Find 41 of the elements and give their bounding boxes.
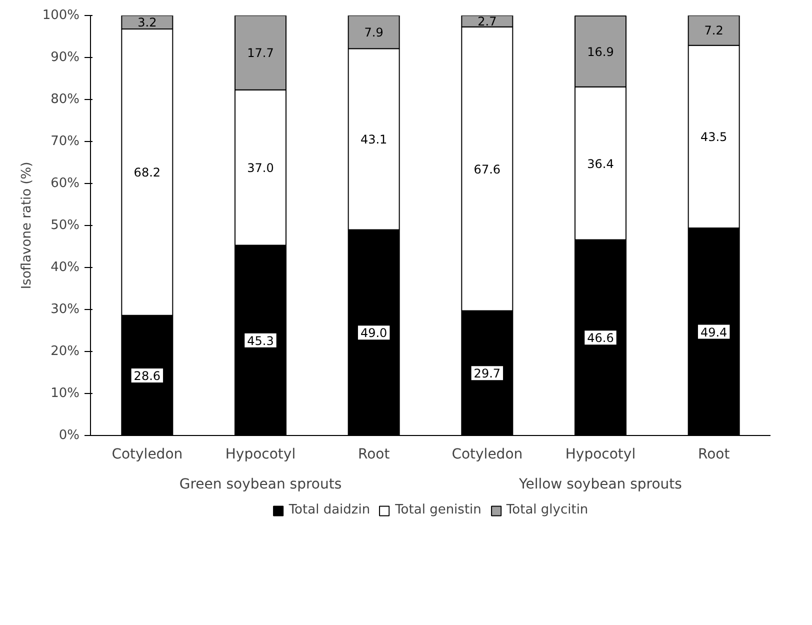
y-tick-label: 60% [50,176,80,191]
text: Yellow soybean sprouts [518,476,682,492]
y-tick-label: 90% [50,50,80,65]
y-tick-label: 10% [50,386,80,401]
x-tick-label: Root [698,446,730,462]
x-tick-label: Root [358,446,390,462]
legend-label: Total glycitin [506,502,588,518]
data-label: 17.7 [247,46,274,60]
data-label: 43.1 [360,132,388,147]
x-tick-label: Cotyledon [452,446,523,462]
x-tick-label: Cotyledon [112,446,183,462]
data-label: 43.5 [700,130,728,144]
data-label: 3.2 [138,16,157,30]
data-label: 49.4 [700,325,728,340]
y-tick-label: 70% [50,134,80,149]
data-label: 68.2 [134,166,161,180]
y-tick-label: 50% [50,218,80,233]
y-tick-label: 40% [50,260,80,275]
data-label: 37.0 [247,161,274,176]
data-label: 36.4 [587,156,614,171]
text: Green soybean sprouts [179,476,342,492]
y-tick-label: 20% [50,344,80,359]
data-label: 67.6 [474,162,501,176]
data-label: 16.9 [587,44,614,59]
y-tick-label: 30% [50,302,80,317]
data-label: 7.2 [704,24,724,38]
data-label: 2.7 [478,14,497,29]
data-label: 7.9 [364,26,384,40]
y-tick-label: 80% [50,92,80,107]
y-axis-title: Isoflavone ratio (%) [19,162,34,290]
data-label: 29.7 [474,366,501,381]
data-label: 28.6 [134,368,161,383]
legend-label: Total genistin [395,502,482,518]
data-label: 49.0 [360,326,388,340]
data-label: 45.3 [247,334,274,348]
x-tick-label: Hypocotyl [565,446,636,462]
y-tick-label: 100% [42,8,80,23]
data-label: 46.6 [587,331,614,346]
x-tick-label: Hypocotyl [225,446,296,462]
legend-label: Total daidzin [288,502,370,518]
y-tick-label: 0% [58,428,80,443]
